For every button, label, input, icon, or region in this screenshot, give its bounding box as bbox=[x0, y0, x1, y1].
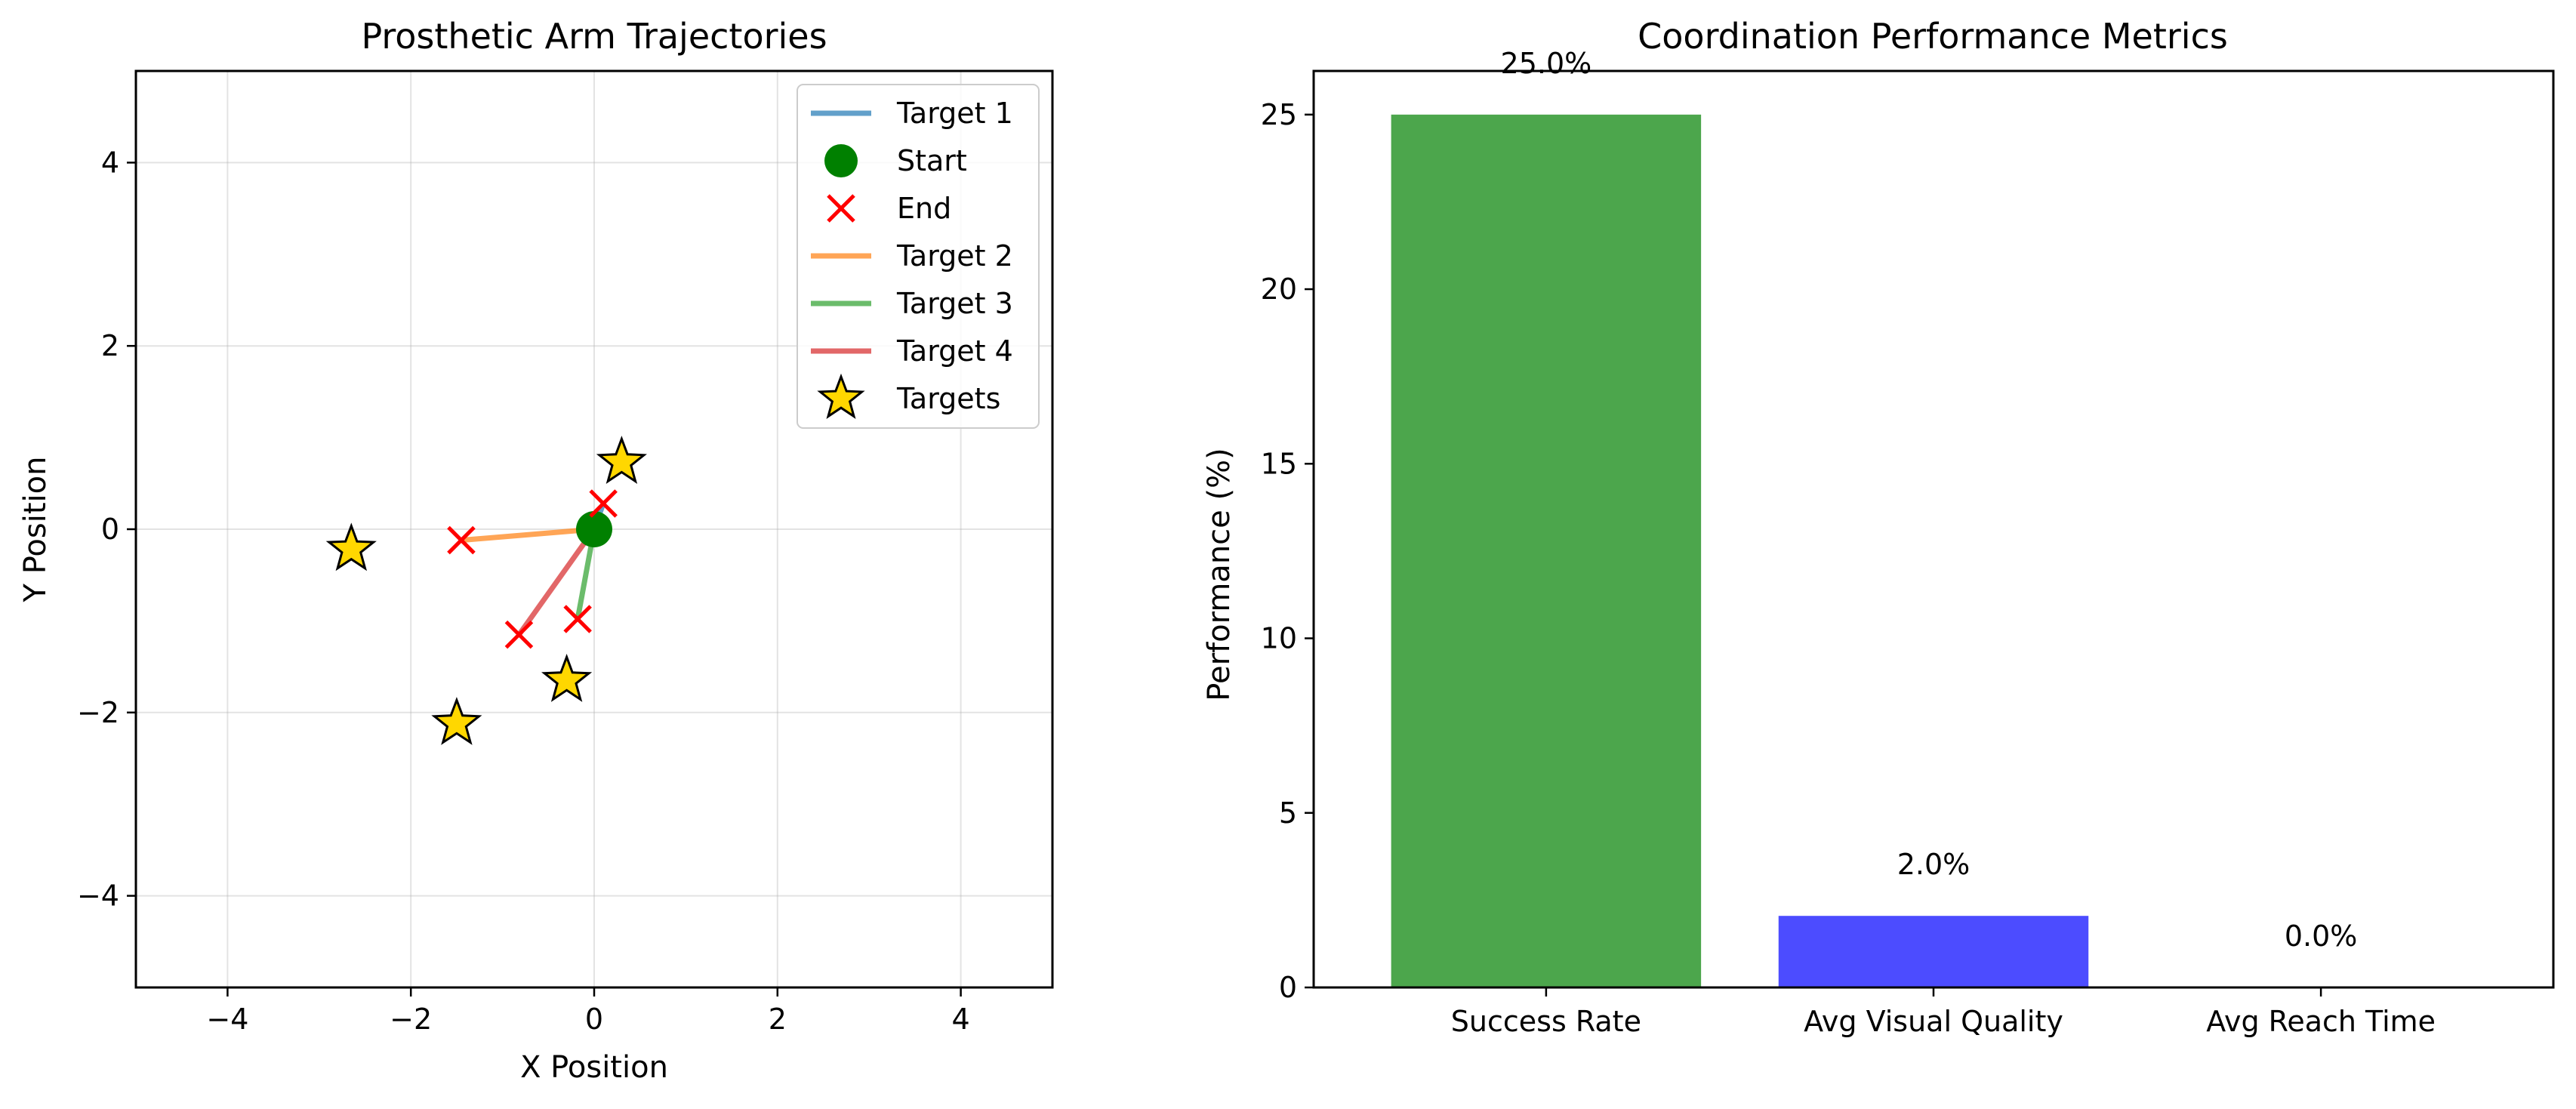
end-marker-4-stroke-b bbox=[504, 620, 534, 649]
perf-y-tick-label: 20 bbox=[1261, 273, 1297, 306]
target-star-4 bbox=[431, 697, 482, 745]
legend-label: Target 1 bbox=[896, 97, 1013, 130]
legend-label: Target 2 bbox=[896, 239, 1013, 273]
value-label-avg-visual-quality: 2.0% bbox=[1897, 848, 1971, 881]
end-marker-2-stroke-b bbox=[447, 525, 476, 555]
legend-label: Targets bbox=[896, 382, 1000, 415]
end-marker-1-stroke-b bbox=[589, 489, 618, 518]
end-marker-3 bbox=[563, 605, 592, 633]
performance-y-axis-label: Performance (%) bbox=[1202, 448, 1237, 701]
trajectory-chart: Prosthetic Arm Trajectories −4 −2 0 2 4 −4 −2 0… bbox=[18, 16, 1054, 1085]
x-tick-label: 2 bbox=[769, 1003, 787, 1036]
end-marker-4 bbox=[504, 620, 534, 649]
value-label-avg-reach-time: 0.0% bbox=[2285, 920, 2358, 953]
legend-swatch-star bbox=[817, 373, 865, 419]
legend-label: Start bbox=[897, 144, 967, 177]
legend-swatch-circle bbox=[824, 144, 858, 177]
category-label-success-rate: Success Rate bbox=[1451, 1005, 1641, 1038]
category-label-avg-visual-quality: Avg Visual Quality bbox=[1804, 1005, 2063, 1038]
bar-success-rate bbox=[1391, 114, 1702, 987]
start-marker bbox=[576, 511, 612, 547]
legend-entry-targets: Targets bbox=[817, 373, 1000, 419]
legend-entry-target-3: Target 3 bbox=[811, 287, 1013, 320]
target-star-2 bbox=[325, 522, 377, 571]
legend-swatch-x bbox=[827, 194, 855, 223]
legend-box bbox=[797, 84, 1040, 429]
trajectory-markers-group bbox=[325, 436, 647, 745]
performance-ticks: 0 5 10 15 20 25 Success Rate Avg Visual Quality… bbox=[1261, 98, 2436, 1038]
legend-swatch-x-stroke-b bbox=[827, 194, 855, 223]
target-star-1 bbox=[596, 436, 647, 484]
y-tick-label: −2 bbox=[77, 696, 119, 729]
category-label-avg-reach-time: Avg Reach Time bbox=[2206, 1005, 2436, 1038]
legend-label: Target 4 bbox=[896, 334, 1013, 368]
x-tick-label: 0 bbox=[585, 1003, 603, 1036]
trajectory-line-target-4 bbox=[516, 527, 596, 636]
x-tick-label: −4 bbox=[206, 1003, 248, 1036]
perf-y-tick-label: 10 bbox=[1261, 622, 1297, 655]
legend-entry-target-2: Target 2 bbox=[811, 239, 1013, 273]
perf-y-tick-label: 15 bbox=[1261, 447, 1297, 480]
y-tick-label: 2 bbox=[101, 329, 119, 362]
perf-y-tick-label: 0 bbox=[1279, 971, 1297, 1004]
trajectory-ticks: −4 −2 0 2 4 −4 −2 0 2 4 bbox=[77, 146, 970, 1036]
performance-value-labels: 25.0% 2.0% 0.0% bbox=[1501, 47, 2358, 953]
y-tick-label: −4 bbox=[77, 879, 119, 913]
target-star-3 bbox=[541, 654, 593, 702]
perf-y-tick-label: 5 bbox=[1279, 796, 1297, 830]
trajectory-line-target-2 bbox=[461, 526, 595, 544]
trajectory-chart-title: Prosthetic Arm Trajectories bbox=[361, 16, 827, 57]
trajectory-y-axis-label: Y Position bbox=[18, 457, 53, 603]
x-tick-label: 4 bbox=[952, 1003, 970, 1036]
legend-label: Target 3 bbox=[896, 287, 1013, 320]
perf-y-tick-label: 25 bbox=[1261, 98, 1297, 131]
legend-label: End bbox=[897, 192, 951, 225]
legend-entry-target-1: Target 1 bbox=[811, 97, 1013, 130]
trajectory-x-axis-label: X Position bbox=[520, 1050, 668, 1085]
bar-avg-visual-quality bbox=[1778, 916, 2089, 987]
end-marker-2 bbox=[447, 525, 476, 555]
end-marker-3-stroke-b bbox=[563, 605, 592, 633]
x-tick-label: −2 bbox=[390, 1003, 432, 1036]
y-tick-label: 4 bbox=[101, 146, 119, 179]
performance-chart-title: Coordination Performance Metrics bbox=[1638, 16, 2228, 57]
legend-entry-target-4: Target 4 bbox=[811, 334, 1013, 368]
trajectory-legend: Target 1 Start End Target 2 Target 3 Target 4… bbox=[797, 84, 1040, 429]
performance-bars-group bbox=[1391, 114, 2089, 987]
y-tick-label: 0 bbox=[101, 513, 119, 546]
legend-entry-end: End bbox=[827, 192, 951, 225]
value-label-success-rate: 25.0% bbox=[1501, 47, 1592, 80]
performance-chart: Coordination Performance Metrics 0 5 10 15 2… bbox=[1202, 16, 2555, 1038]
legend-entry-start: Start bbox=[824, 144, 967, 177]
end-marker-1 bbox=[589, 489, 618, 518]
